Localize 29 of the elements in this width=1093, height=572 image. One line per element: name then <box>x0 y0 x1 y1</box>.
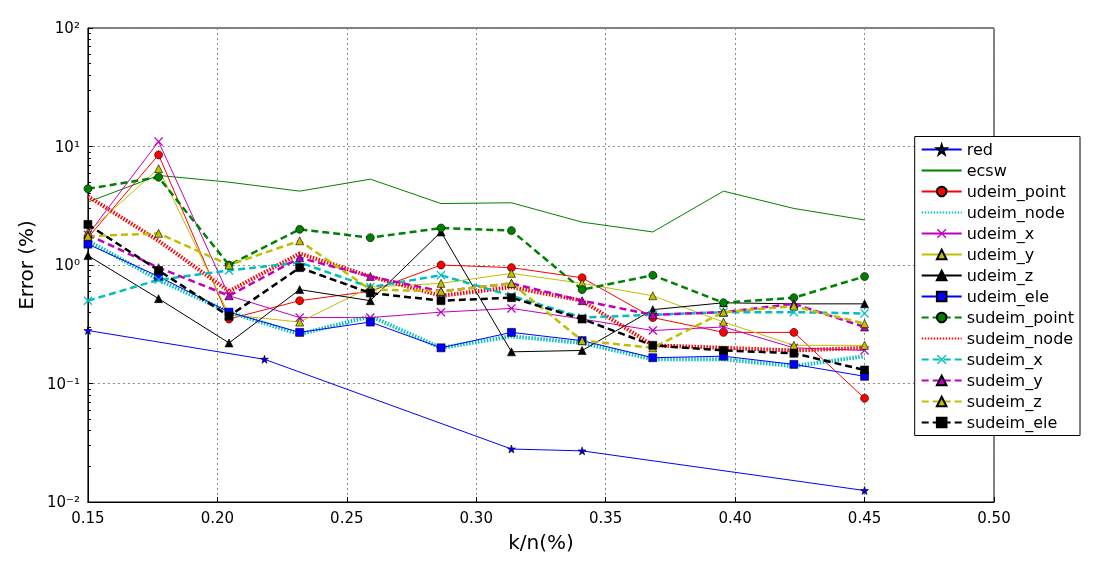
y-axis-title: Error (%) <box>14 220 38 310</box>
x-tick-label: 0.50 <box>977 508 1011 527</box>
y-tick-label: 10⁻¹ <box>46 374 80 393</box>
y-tick-label: 10² <box>54 19 80 37</box>
legend-label: udeim_point <box>966 182 1066 202</box>
y-tick-label: 10¹ <box>54 137 80 156</box>
legend-label: udeim_x <box>966 224 1035 244</box>
legend-label: sudeim_z <box>966 392 1042 412</box>
legend-label: ecsw <box>966 161 1007 180</box>
x-tick-label: 0.35 <box>588 508 623 527</box>
legend-label: udeim_node <box>966 203 1065 223</box>
legend-label: udeim_y <box>966 245 1035 265</box>
legend-label: sudeim_point <box>966 308 1074 328</box>
y-tick-label: 10⁰ <box>54 256 80 274</box>
x-axis-title: k/n(%) <box>508 530 574 554</box>
x-tick-label: 0.25 <box>330 508 364 527</box>
legend-label: udeim_z <box>966 266 1034 286</box>
legend-label: sudeim_node <box>966 329 1074 349</box>
legend-label: udeim_ele <box>966 287 1049 307</box>
x-tick-label: 0.45 <box>847 508 882 527</box>
legend-label: sudeim_y <box>966 371 1043 391</box>
legend-label: sudeim_ele <box>966 413 1058 433</box>
x-tick-label: 0.20 <box>200 508 235 527</box>
x-tick-label: 0.30 <box>459 508 493 527</box>
x-tick-label: 0.40 <box>718 508 752 527</box>
y-tick-label: 10⁻² <box>46 493 80 511</box>
legend-label: red <box>966 140 993 159</box>
legend-label: sudeim_x <box>966 350 1043 370</box>
x-tick-label: 0.15 <box>71 508 105 527</box>
